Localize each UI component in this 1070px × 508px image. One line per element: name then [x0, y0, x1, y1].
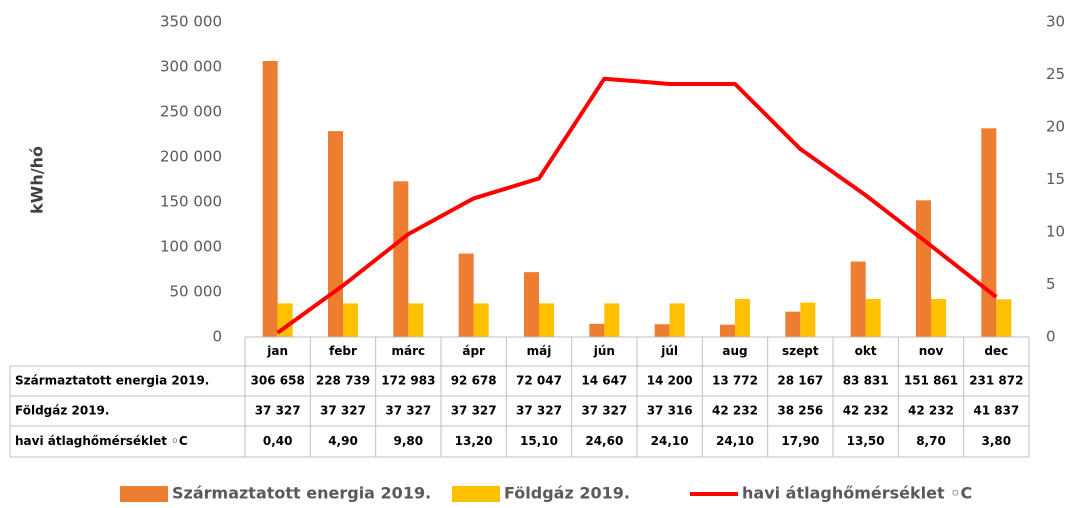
y-tick-label: 250 000 [160, 103, 222, 121]
x-tick-label: okt [855, 344, 877, 358]
bar [785, 311, 801, 337]
x-tick-label: aug [722, 344, 747, 358]
x-tick-label: jún [593, 344, 615, 358]
bar [720, 324, 735, 337]
table-cell: 41 837 [973, 404, 1019, 418]
table-row-label: Földgáz 2019. [15, 404, 109, 418]
x-tick-label: dec [984, 344, 1008, 358]
legend-swatch [120, 486, 168, 502]
table-cell: 24,60 [585, 434, 623, 448]
table-cell: 172 983 [381, 374, 435, 388]
table-cell: 42 232 [908, 404, 954, 418]
table-cell: 9,80 [394, 434, 424, 448]
legend-label: Származtatott energia 2019. [172, 484, 431, 503]
bar [539, 303, 554, 337]
table-cell: 228 739 [316, 374, 370, 388]
y-tick-label: 0 [212, 328, 222, 346]
x-tick-label: szept [782, 344, 819, 358]
table-cell: 42 232 [843, 404, 889, 418]
y-tick-label: 200 000 [160, 148, 222, 166]
y2-tick-label: 0 [1046, 328, 1056, 346]
bar [865, 298, 881, 337]
line [276, 76, 998, 335]
y-axis-title: kWh/hó [28, 146, 47, 214]
table-cell: 15,10 [520, 434, 558, 448]
table-cell: 231 872 [969, 374, 1023, 388]
y2-tick-label: 20 [1046, 118, 1065, 136]
bar [589, 323, 605, 337]
bar [800, 302, 816, 337]
table-cell: 37 327 [581, 404, 627, 418]
bar [996, 299, 1012, 337]
table-cell: 37 327 [385, 404, 431, 418]
x-tick-label: ápr [462, 344, 485, 358]
table-cell: 0,40 [263, 434, 293, 448]
table-cell: 13 772 [712, 374, 758, 388]
bar [393, 181, 409, 337]
table-cell: 17,90 [781, 434, 819, 448]
legend-swatch [452, 486, 500, 502]
table-cell: 306 658 [251, 374, 305, 388]
bar [916, 200, 931, 337]
legend-label: havi átlaghőmérséklet ◦C [742, 484, 972, 503]
table-cell: 42 232 [712, 404, 758, 418]
y-tick-label: 300 000 [160, 58, 222, 76]
table-cell: 37 327 [320, 404, 366, 418]
x-tick-label: márc [392, 344, 426, 358]
table-cell: 4,90 [328, 434, 358, 448]
table-cell: 24,10 [651, 434, 689, 448]
y2-tick-label: 5 [1046, 275, 1056, 293]
bar [524, 272, 539, 337]
bar [669, 303, 685, 337]
x-tick-label: júl [660, 344, 678, 358]
bar [735, 298, 750, 337]
table-cell: 13,50 [847, 434, 885, 448]
bar [408, 303, 424, 337]
bar [981, 128, 997, 337]
table-row-label: Származtatott energia 2019. [15, 374, 209, 388]
table-cell: 83 831 [843, 374, 889, 388]
bar [262, 61, 278, 337]
y-tick-label: 50 000 [170, 283, 223, 301]
table-cell: 13,20 [455, 434, 493, 448]
table-cell: 92 678 [451, 374, 497, 388]
legend-label: Földgáz 2019. [504, 484, 630, 503]
x-tick-label: máj [527, 344, 552, 358]
bar [328, 131, 343, 337]
table-cell: 24,10 [716, 434, 754, 448]
table-cell: 8,70 [916, 434, 946, 448]
x-tick-label: febr [329, 344, 357, 358]
table-cell: 72 047 [516, 374, 562, 388]
y-tick-label: 100 000 [160, 238, 222, 256]
table-cell: 37 327 [516, 404, 562, 418]
x-tick-label: nov [919, 344, 944, 358]
bar [473, 303, 489, 337]
bar [931, 298, 946, 337]
bar [343, 303, 358, 337]
y2-tick-label: 30 [1046, 13, 1065, 31]
table-row-label: havi átlaghőmérséklet ◦C [15, 434, 188, 448]
table-cell: 14 200 [647, 374, 693, 388]
table-cell: 3,80 [982, 434, 1012, 448]
x-tick-label: jan [266, 344, 288, 358]
bar [604, 303, 620, 337]
table-cell: 151 861 [904, 374, 958, 388]
y2-tick-label: 10 [1046, 223, 1065, 241]
table-cell: 37 327 [255, 404, 301, 418]
table-cell: 38 256 [777, 404, 823, 418]
table-cell: 37 327 [451, 404, 497, 418]
y2-tick-label: 25 [1046, 65, 1065, 83]
y2-tick-label: 15 [1046, 170, 1065, 188]
bar [850, 261, 866, 337]
table-cell: 37 316 [647, 404, 693, 418]
y-tick-label: 150 000 [160, 193, 222, 211]
bar [458, 253, 474, 337]
table-cell: 28 167 [777, 374, 823, 388]
table-cell: 14 647 [581, 374, 627, 388]
y-tick-label: 350 000 [160, 13, 222, 31]
bar [654, 324, 670, 337]
